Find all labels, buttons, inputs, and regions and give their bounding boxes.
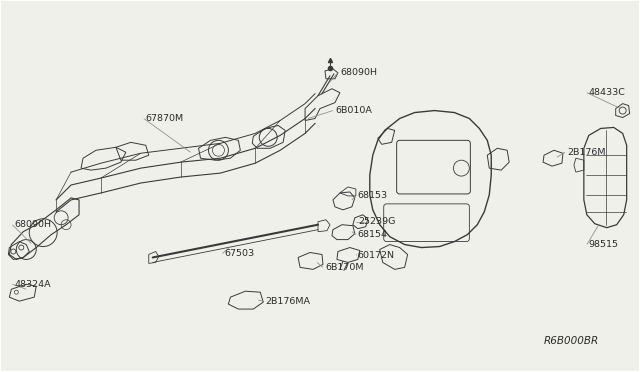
Text: 6B170M: 6B170M: [325, 263, 364, 272]
Text: 68090H: 68090H: [14, 220, 51, 229]
Text: 67870M: 67870M: [146, 114, 184, 123]
Text: 98515: 98515: [589, 240, 619, 249]
Text: 67503: 67503: [225, 249, 255, 258]
Text: 2B176MA: 2B176MA: [265, 296, 310, 306]
Text: 6B010A: 6B010A: [335, 106, 372, 115]
Text: 60172N: 60172N: [358, 251, 395, 260]
Text: 68154: 68154: [358, 230, 388, 239]
Text: 48433C: 48433C: [589, 88, 626, 97]
Text: 48324A: 48324A: [14, 280, 51, 289]
Text: 25239G: 25239G: [358, 217, 396, 226]
Text: 2B176M: 2B176M: [567, 148, 605, 157]
Text: 68153: 68153: [358, 192, 388, 201]
Text: R6B000BR: R6B000BR: [544, 336, 599, 346]
Text: 68090H: 68090H: [340, 68, 377, 77]
